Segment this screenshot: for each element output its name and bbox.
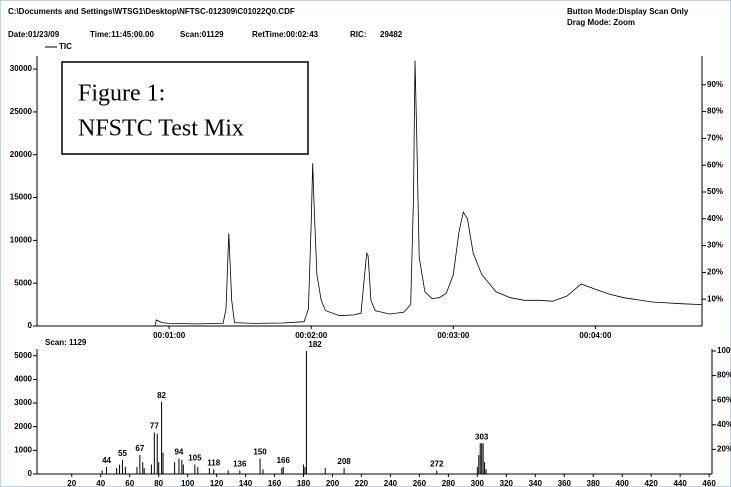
- y2-tick-label: 50%: [707, 187, 723, 196]
- y-tick-label: 0: [28, 321, 33, 330]
- x-tick-label: 360: [558, 479, 572, 487]
- x-tick-label: 280: [442, 479, 456, 487]
- y2-tick-label: 80%: [707, 107, 723, 116]
- ric-label: RIC:: [350, 30, 366, 39]
- figure-box: [61, 61, 309, 155]
- y-tick-label: 2000: [14, 422, 32, 431]
- peak-label: 77: [150, 422, 159, 431]
- x-tick-label: 100: [181, 479, 195, 487]
- x-tick-label: 200: [326, 479, 340, 487]
- button-mode[interactable]: Button Mode:Display Scan Only: [567, 7, 689, 16]
- peak-label: 150: [253, 448, 267, 457]
- figure-label: Figure 1:: [78, 81, 165, 107]
- x-tick-label: 80: [154, 479, 163, 487]
- x-tick-label: 00:02:00: [295, 331, 328, 340]
- peak-label: 136: [233, 460, 247, 469]
- y2-tick-label: 20%: [707, 268, 723, 277]
- y-tick-label: 10000: [10, 235, 33, 244]
- x-tick-label: 460: [702, 479, 716, 487]
- x-tick-label: 140: [239, 479, 253, 487]
- x-tick-label: 380: [587, 479, 601, 487]
- x-tick-label: 260: [413, 479, 427, 487]
- ret-time: RetTime:00:02:43: [252, 30, 319, 39]
- x-tick-label: 00:03:00: [437, 331, 470, 340]
- peak-label: 82: [157, 391, 166, 400]
- y-tick-label: 5000: [14, 351, 32, 360]
- peak-label: 94: [174, 448, 183, 457]
- y2-tick-label: 60%: [717, 395, 731, 404]
- x-tick-label: 20: [67, 479, 76, 487]
- x-tick-label: 160: [268, 479, 282, 487]
- x-tick-label: 440: [673, 479, 687, 487]
- y-tick-label: 25000: [10, 107, 33, 116]
- x-tick-label: 60: [125, 479, 134, 487]
- x-tick-label: 340: [529, 479, 543, 487]
- y-tick-label: 3000: [14, 398, 32, 407]
- y2-tick-label: 70%: [707, 134, 723, 143]
- y2-tick-label: 60%: [707, 160, 723, 169]
- x-tick-label: 40: [96, 479, 105, 487]
- chart-title: Scan: 1129: [45, 338, 87, 347]
- figure-caption: NFSTC Test Mix: [78, 116, 244, 142]
- peak-label: 118: [207, 458, 220, 467]
- y2-tick-label: 80%: [717, 371, 731, 380]
- x-tick-label: 00:04:00: [579, 331, 612, 340]
- y-tick-label: 0: [28, 469, 33, 478]
- x-tick-label: 240: [384, 479, 398, 487]
- y-tick-label: 15000: [10, 193, 33, 202]
- y2-tick-label: 90%: [707, 80, 723, 89]
- y2-tick-label: 100%: [717, 346, 731, 355]
- y2-tick-label: 40%: [707, 214, 723, 223]
- peak-label: 208: [337, 457, 351, 466]
- peak-label: 44: [102, 456, 111, 465]
- x-tick-label: 420: [644, 479, 658, 487]
- x-tick-label: 180: [297, 479, 311, 487]
- ric-value: 29482: [380, 30, 403, 39]
- peak-label: 303: [475, 432, 489, 441]
- y-tick-label: 5000: [14, 278, 32, 287]
- peak-label: 55: [118, 449, 127, 458]
- time: Time:11:45:00.00: [90, 30, 154, 39]
- x-tick-label: 400: [616, 479, 630, 487]
- x-tick-label: 00:01:00: [153, 331, 186, 340]
- peak-label: 105: [188, 454, 202, 463]
- y-tick-label: 4000: [14, 374, 32, 383]
- x-tick-label: 120: [210, 479, 224, 487]
- scan: Scan:01129: [180, 30, 224, 39]
- y2-tick-label: 20%: [717, 445, 731, 454]
- drag-mode[interactable]: Drag Mode: Zoom: [567, 18, 635, 27]
- y-tick-label: 1000: [14, 445, 32, 454]
- x-tick-label: 220: [355, 479, 369, 487]
- peak-label: 67: [135, 444, 144, 453]
- legend-label: TIC: [59, 42, 72, 51]
- y2-tick-label: 40%: [717, 420, 731, 429]
- y2-tick-label: 30%: [707, 241, 723, 250]
- peak-label: 272: [430, 460, 444, 469]
- peak-label: 166: [277, 456, 291, 465]
- file-path: C:\Documents and Settings\WTSG1\Desktop\…: [8, 7, 295, 16]
- x-tick-label: 320: [500, 479, 514, 487]
- x-tick-label: 300: [471, 479, 485, 487]
- y-tick-label: 20000: [10, 150, 33, 159]
- y-tick-label: 30000: [10, 64, 33, 73]
- line-series: [154, 60, 703, 327]
- date: Date:01/23/09: [8, 30, 60, 39]
- y2-tick-label: 10%: [707, 294, 723, 303]
- peak-label: 182: [308, 340, 322, 349]
